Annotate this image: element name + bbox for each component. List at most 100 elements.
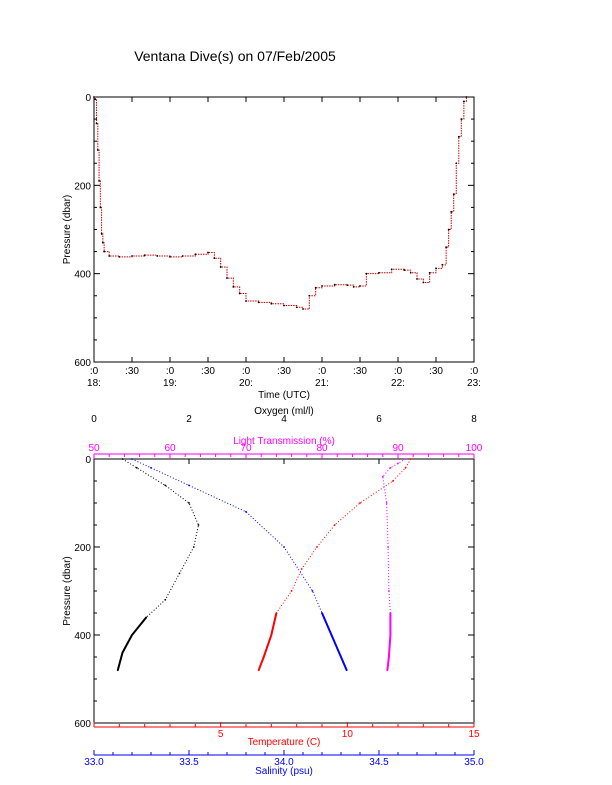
light-point — [387, 656, 390, 658]
light-axis-label: Light Transmission (%) — [233, 436, 335, 447]
depth-point — [194, 253, 197, 256]
oxygen-profile-line — [117, 458, 200, 671]
light-point — [389, 634, 392, 636]
temperature-point — [275, 612, 278, 614]
x-tick-label: 21: — [315, 378, 329, 389]
light-point — [386, 669, 389, 672]
depth-point — [95, 122, 98, 125]
light-profile-deep — [386, 613, 392, 671]
light-tick-label: 90 — [392, 443, 404, 454]
depth-point — [378, 271, 380, 274]
salinity-point — [283, 546, 285, 548]
oxygen-point — [164, 484, 167, 487]
oxygen-point — [121, 651, 124, 654]
depth-point — [365, 272, 368, 275]
light-point — [385, 502, 388, 504]
x-tick-label: 20: — [239, 378, 253, 389]
y-tick-label: 400 — [74, 631, 91, 642]
salinity-point — [245, 510, 247, 513]
depth-point — [457, 135, 460, 138]
chart-title: Ventana Dive(s) on 07/Feb/2005 — [134, 48, 336, 64]
y-tick-label: 400 — [74, 270, 91, 281]
depth-point — [98, 180, 100, 182]
salinity-tick-label: 33.5 — [179, 757, 199, 768]
x-tick-label: :30 — [277, 366, 291, 377]
temperature-point — [409, 458, 412, 460]
depth-point — [314, 286, 317, 289]
temperature-tick-label: 10 — [342, 729, 354, 740]
depth-point — [447, 228, 450, 231]
depth-point — [100, 233, 103, 235]
depth-trace — [94, 96, 467, 310]
oxygen-point — [145, 616, 148, 619]
depth-point — [93, 96, 95, 98]
depth-point — [403, 269, 406, 272]
depth-point — [295, 306, 298, 309]
temperature-point — [262, 656, 265, 658]
x-tick-label: :30 — [125, 366, 139, 377]
temperature-point — [290, 590, 293, 592]
salinity-profile-deep — [321, 612, 348, 671]
depth-point — [465, 96, 468, 98]
light-point — [404, 458, 407, 460]
depth-point — [302, 308, 304, 310]
salinity-point — [345, 669, 348, 672]
salinity-point — [321, 612, 323, 614]
depth-point — [156, 255, 159, 257]
salinity-tick-label: 33.0 — [84, 757, 104, 768]
plot-frame-top — [93, 96, 475, 363]
depth-point — [416, 278, 418, 280]
light-profile-line — [382, 458, 406, 671]
light-tick-label: 100 — [466, 443, 483, 454]
depth-point — [333, 283, 336, 286]
depth-point — [435, 267, 437, 270]
oxygen-tick-label: 6 — [376, 414, 382, 425]
x-tick-label: 22: — [391, 378, 405, 389]
temperature-tick-label: 15 — [468, 729, 480, 740]
depth-point — [131, 255, 133, 257]
y-tick-label: 200 — [74, 543, 91, 554]
depth-point — [321, 285, 323, 287]
depth-point — [308, 294, 311, 297]
x-axis-label: Time (UTC) — [258, 390, 310, 401]
light-tick-label: 60 — [164, 443, 176, 454]
light-point — [381, 475, 384, 478]
salinity-point — [188, 484, 190, 487]
depth-point — [181, 255, 184, 257]
salinity-point — [131, 458, 133, 460]
x-tick-label: :30 — [353, 366, 367, 377]
temperature-point — [300, 568, 303, 570]
temperature-profile-deep — [257, 612, 278, 671]
x-tick-label: :30 — [201, 366, 215, 377]
depth-point — [283, 304, 285, 307]
oxygen-profile-deep — [116, 616, 148, 671]
depth-point — [238, 292, 241, 295]
depth-point — [118, 255, 121, 258]
temperature-axis-label: Temperature (C) — [248, 737, 321, 748]
depth-point — [245, 300, 247, 302]
salinity-profile-line — [131, 458, 348, 671]
depth-point — [455, 162, 458, 165]
x-tick-label: :0 — [470, 366, 479, 377]
light-point — [389, 612, 392, 614]
depth-point — [460, 118, 463, 120]
x-tick-label: 23: — [467, 378, 481, 389]
depth-point — [450, 210, 453, 213]
depth-point — [462, 100, 465, 103]
depth-point — [143, 254, 146, 257]
oxygen-point — [164, 598, 167, 601]
oxygen-point — [197, 524, 200, 526]
temperature-point — [333, 524, 336, 526]
y-tick-label: 600 — [74, 719, 91, 730]
depth-point — [428, 271, 431, 274]
depth-point — [422, 281, 425, 284]
depth-point — [226, 277, 228, 279]
oxygen-tick-label: 4 — [281, 414, 287, 425]
depth-point — [169, 255, 171, 258]
y-tick-label: 0 — [85, 455, 91, 466]
depth-point — [346, 284, 349, 287]
oxygen-point — [188, 502, 190, 504]
light-tick-label: 70 — [240, 443, 252, 454]
y-tick-label: 600 — [74, 358, 91, 369]
light-point — [387, 590, 390, 592]
